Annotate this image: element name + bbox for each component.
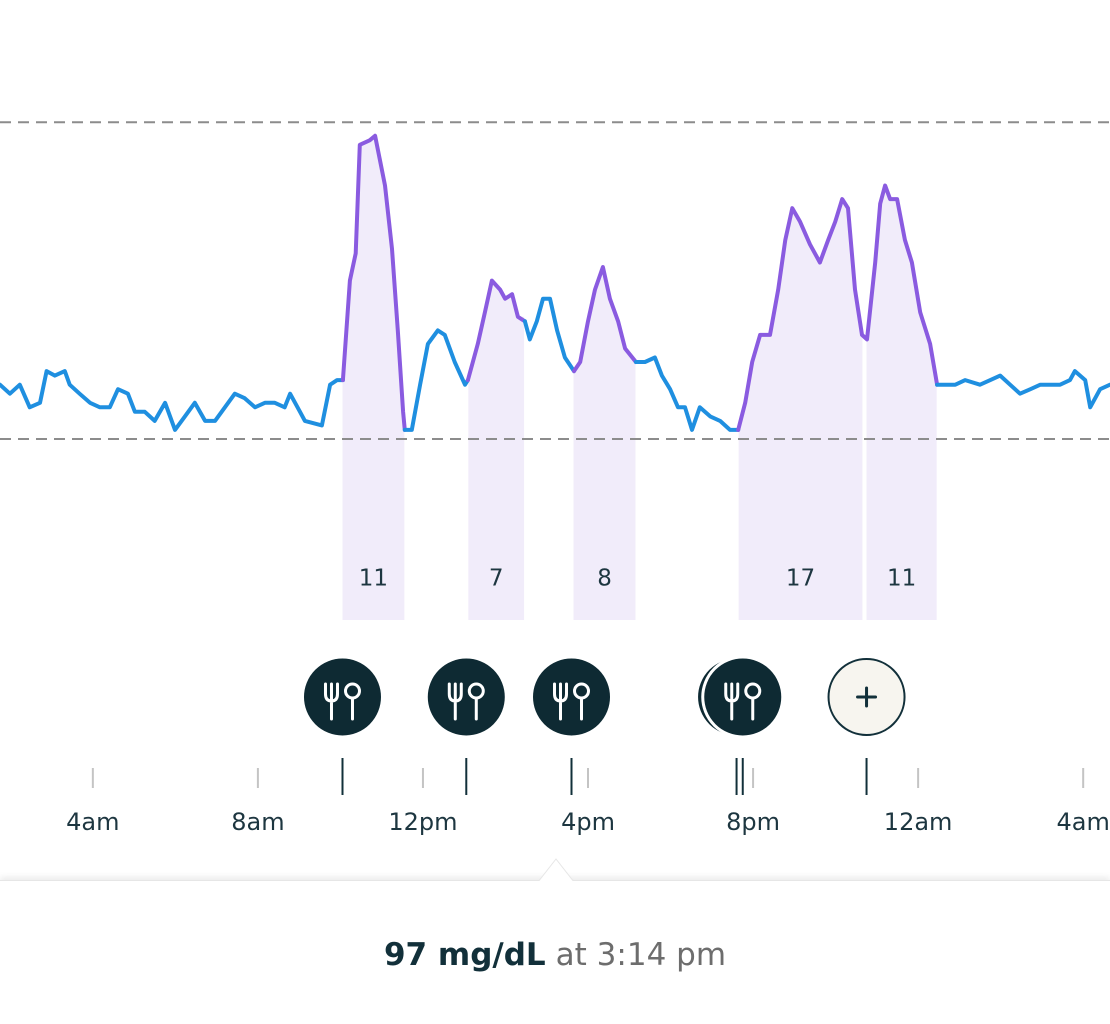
zone-score: 11	[359, 566, 388, 592]
footer-pointer	[530, 858, 582, 886]
zone-score: 11	[887, 566, 916, 592]
zone-score: 8	[597, 566, 612, 592]
pointer-cover	[530, 881, 582, 886]
x-tick-label: 8am	[231, 808, 284, 836]
meal-button[interactable]	[300, 655, 384, 739]
glucose-line-high	[736, 183, 940, 432]
reading-time: at 3:14 pm	[555, 937, 727, 973]
glucose-line-high	[465, 278, 527, 383]
zone-score: 7	[489, 566, 504, 592]
meal-circle	[300, 655, 384, 739]
plus-icon	[856, 686, 878, 708]
reading-line: 97 mg/dL at 3:14 pm	[0, 937, 1110, 973]
x-tick-label: 4am	[66, 808, 119, 836]
glucose-line	[402, 328, 470, 432]
glucose-line-high	[340, 133, 407, 432]
x-tick-label: 4am	[1056, 808, 1109, 836]
x-tick-label: 4pm	[561, 808, 615, 836]
glucose-line	[935, 369, 1110, 410]
x-tick-label: 8pm	[726, 808, 780, 836]
meal-circle	[701, 655, 785, 739]
meal-circle	[424, 655, 508, 739]
meal-button[interactable]	[701, 655, 785, 739]
add-button[interactable]	[827, 658, 906, 736]
zone-area	[866, 185, 938, 621]
reading-value: 97 mg/dL	[383, 937, 546, 973]
fork-icon	[553, 682, 569, 721]
meal-button[interactable]	[530, 655, 614, 739]
fork-icon	[724, 682, 740, 721]
glucose-line-high	[572, 265, 638, 374]
reading-footer: 97 mg/dL at 3:14 pm	[0, 880, 1110, 1024]
zone-score: 17	[786, 566, 815, 592]
x-tick-label: 12am	[884, 808, 953, 836]
glucose-line	[522, 296, 576, 374]
meal-button[interactable]	[424, 655, 508, 739]
glucose-line	[0, 369, 345, 432]
meal-circle	[530, 655, 614, 739]
zone-area	[738, 199, 863, 620]
pointer-arrow	[536, 858, 576, 883]
fork-icon	[447, 682, 463, 721]
x-tick-label: 12pm	[388, 808, 457, 836]
fork-icon	[323, 682, 339, 721]
chart: 11 7 8 17 11 4am 8am 12pm 4pm 8pm 12am 4am	[0, 121, 1110, 836]
zone-area	[467, 280, 525, 620]
zone-area	[342, 135, 405, 620]
glucose-line	[633, 355, 741, 432]
zone-area	[573, 267, 636, 620]
